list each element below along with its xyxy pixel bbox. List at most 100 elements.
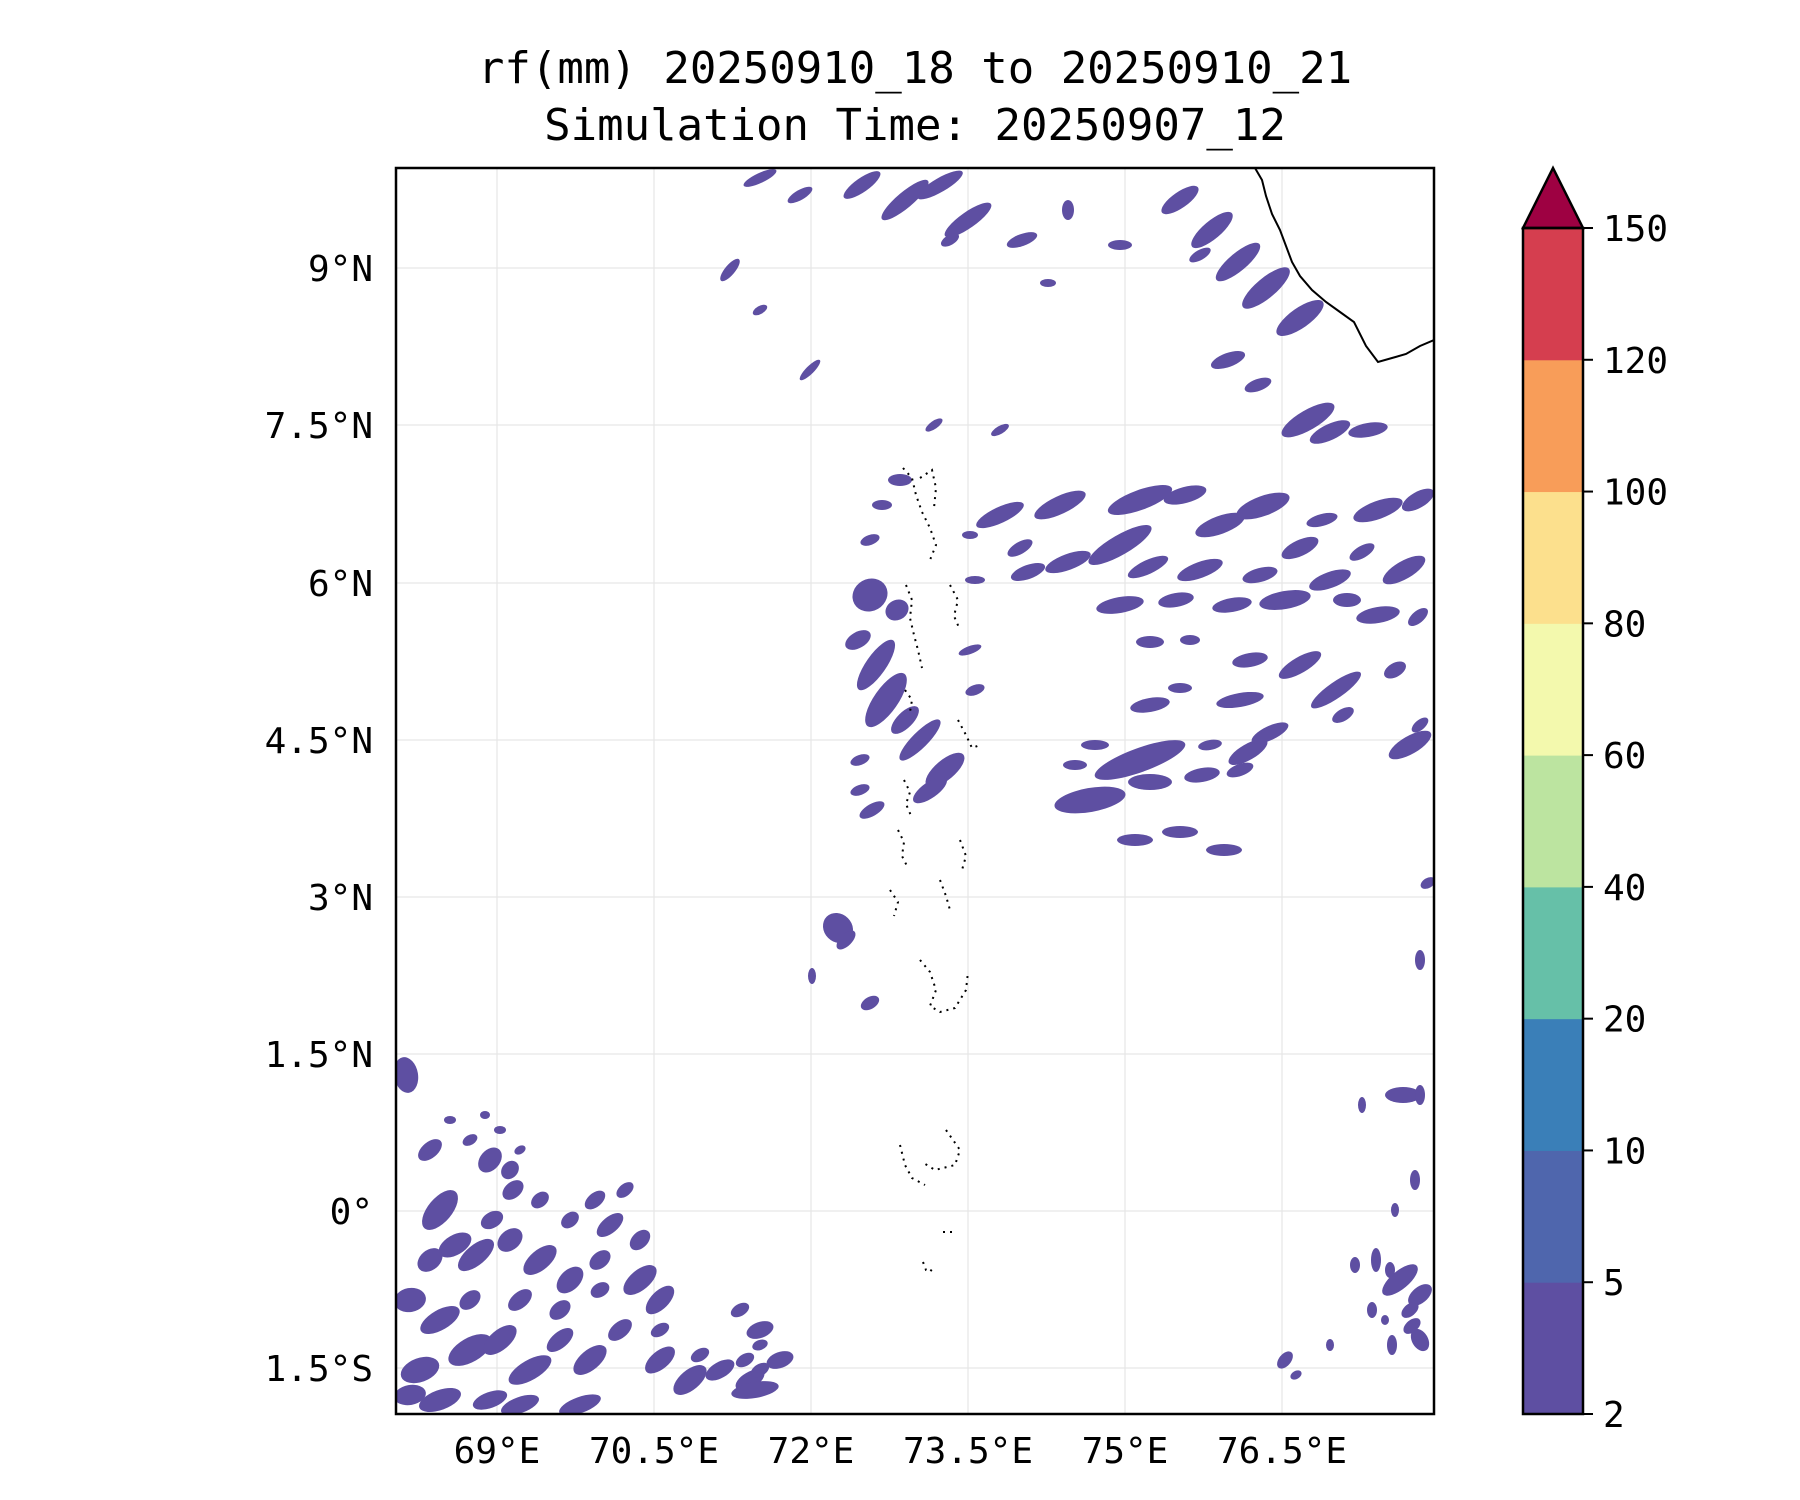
rain-patch: [925, 418, 943, 432]
rain-patch: [673, 1365, 707, 1395]
rain-patch: [752, 304, 768, 316]
atoll-outline: [905, 584, 923, 669]
title-line-2: Simulation Time: 20250907_12: [544, 100, 1286, 151]
rain-patch: [912, 776, 948, 804]
rain-patch: [1088, 525, 1152, 565]
rain-patch: [1387, 1335, 1397, 1355]
rain-patch: [523, 1245, 557, 1275]
lon-tick-label: 73.5°E: [903, 1431, 1033, 1472]
rain-patch: [1358, 1097, 1366, 1113]
rain-patch: [1353, 497, 1403, 523]
lat-tick-label: 1.5°S: [265, 1349, 373, 1390]
rain-patch: [549, 1300, 571, 1320]
rain-patch: [1385, 1262, 1395, 1278]
rain-patch: [1281, 536, 1319, 560]
rain-patch: [1420, 877, 1434, 889]
atoll-outline: [899, 1144, 926, 1186]
rain-patch: [417, 1248, 443, 1272]
lat-tick-label: 1.5°N: [265, 1035, 373, 1076]
rain-patch: [502, 1180, 524, 1200]
rain-patch: [787, 186, 813, 204]
rain-patch: [1232, 652, 1268, 668]
rain-patch: [808, 968, 816, 984]
rain-patch: [396, 1287, 426, 1313]
rain-patch: [1006, 232, 1038, 248]
colorbar-segment: [1523, 1018, 1583, 1151]
rain-patch: [1096, 596, 1144, 614]
rain-patch: [494, 1126, 506, 1134]
rain-patch: [1251, 722, 1289, 744]
rain-patch: [1215, 242, 1261, 282]
rain-patch: [845, 630, 871, 650]
colorbar-segment: [1523, 1150, 1583, 1283]
rain-patch: [1212, 597, 1252, 613]
rain-patch: [991, 423, 1009, 437]
rain-patch: [1401, 488, 1434, 512]
rain-patch: [1180, 635, 1200, 645]
rain-patch: [584, 1190, 606, 1210]
rain-patch: [859, 801, 885, 819]
rain-patch: [645, 1285, 675, 1315]
rain-patch: [444, 1116, 456, 1124]
lat-tick-label: 7.5°N: [265, 406, 373, 447]
lat-tick-label: 0°: [330, 1192, 373, 1233]
rain-patch: [850, 754, 870, 766]
rain-patch: [850, 784, 870, 796]
rain-patch: [1081, 740, 1109, 750]
rain-patch: [1391, 1203, 1399, 1217]
rain-patch: [420, 1306, 460, 1334]
atoll-outline: [919, 959, 969, 1014]
rain-patch: [881, 179, 929, 221]
lon-tick-label: 75°E: [1082, 1431, 1169, 1472]
rain-patch: [1332, 707, 1354, 723]
rain-patch: [891, 706, 919, 734]
rain-patch: [860, 534, 880, 546]
rain-patch: [1158, 592, 1194, 608]
colorbar-segment: [1523, 491, 1583, 624]
colorbar-segment: [1523, 886, 1583, 1020]
colorbar-extend-triangle: [1520, 165, 1586, 230]
rain-patch: [1326, 1339, 1334, 1351]
rain-patch: [1356, 606, 1400, 624]
rain-patch: [917, 170, 963, 200]
rain-patch: [645, 1346, 675, 1374]
rain-patch: [462, 1134, 478, 1146]
rain-patch: [856, 639, 896, 691]
lat-tick-label: 6°N: [308, 564, 373, 605]
lon-tick-label: 69°E: [454, 1431, 541, 1472]
rain-patch: [1216, 691, 1264, 709]
rain-patch: [1244, 377, 1272, 393]
rain-patch: [1382, 555, 1426, 585]
lon-tick-label: 76.5°E: [1217, 1431, 1347, 1472]
rain-patch: [629, 1229, 651, 1251]
rain-patch: [720, 258, 740, 282]
rain-patch: [1184, 767, 1220, 783]
colorbar: 2 5 10 20 40 60 80 100 120 150: [1520, 165, 1668, 1436]
rain-patch: [1242, 267, 1290, 309]
lon-tick-label: 70.5°E: [589, 1431, 719, 1472]
atoll-outline: [919, 468, 938, 509]
rain-patch: [1306, 512, 1338, 528]
rain-patch: [860, 995, 880, 1011]
rain-patch: [1226, 762, 1254, 778]
rain-patch: [1408, 608, 1428, 626]
rain-patch: [1333, 593, 1361, 607]
rain-patch: [965, 576, 985, 584]
rain-patch: [1040, 279, 1056, 287]
rain-patch: [1177, 558, 1223, 582]
rain-patch: [400, 1356, 440, 1384]
rain-patch: [438, 1232, 472, 1258]
colorbar-tick-label: 120: [1603, 341, 1668, 382]
rain-patch: [852, 578, 888, 612]
rain-patch: [508, 1289, 532, 1311]
rain-patch: [1388, 730, 1432, 760]
colorbar-ticks: 2 5 10 20 40 60 80 100 120 150: [1583, 209, 1668, 1436]
rain-areas: [396, 169, 1434, 1414]
rain-patch: [650, 1322, 670, 1338]
rain-patch: [705, 1359, 735, 1381]
maldives-atolls: [889, 467, 981, 1274]
rain-patch: [1228, 739, 1268, 765]
rain-patch: [1410, 1328, 1430, 1352]
rain-patch: [422, 1190, 458, 1230]
